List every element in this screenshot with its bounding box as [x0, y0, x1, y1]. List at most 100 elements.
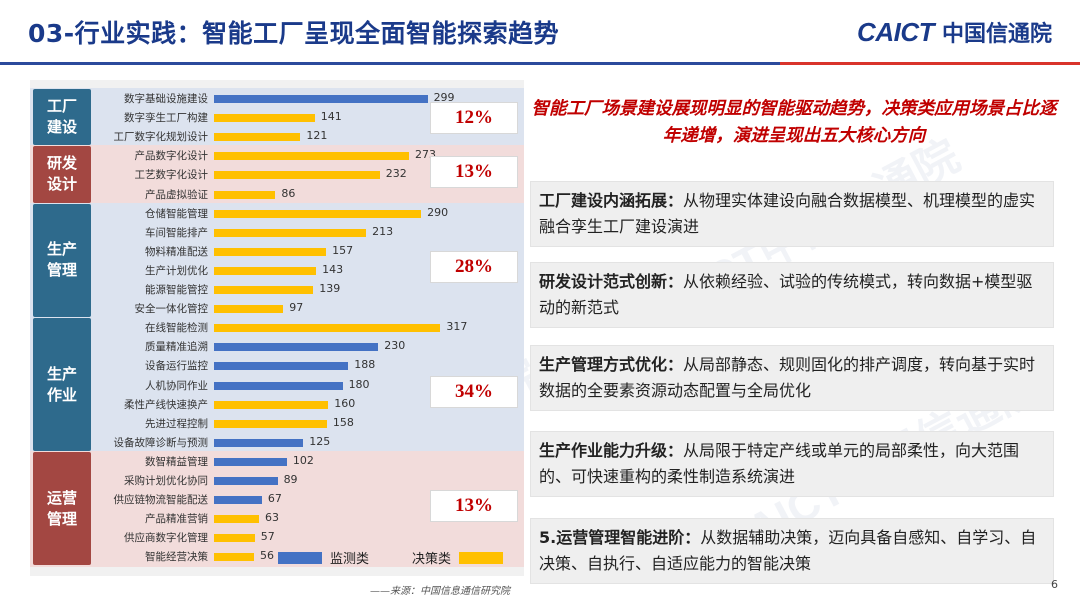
bar-value-label: 299 [433, 91, 455, 104]
category-label: 研发 设计 [33, 146, 91, 203]
bar-value-label: 57 [260, 530, 275, 544]
bar-category-label: 数字基础设施建设 [124, 93, 208, 105]
direction-heading: 5.运营管理智能进阶： [539, 528, 701, 547]
bar-value-label: 102 [292, 453, 314, 467]
bar-value-label: 143 [322, 262, 344, 276]
bar-value-label: 317 [446, 320, 468, 334]
logo-text: 中国信通院 [941, 22, 1052, 47]
legend-item: 监测类 [278, 548, 369, 567]
caict-logo: CAICT 中国信通院 [857, 16, 1052, 48]
bar [214, 209, 422, 218]
bar [214, 438, 304, 447]
direction-heading: 研发设计范式创新： [539, 272, 684, 291]
bar-value-label: 160 [334, 396, 356, 410]
bar [214, 515, 259, 524]
direction-heading: 工厂建设内涵拓展： [539, 191, 684, 210]
bar [214, 95, 428, 103]
bar [214, 114, 315, 123]
bar [214, 419, 327, 428]
bar-value-label: 139 [319, 282, 341, 295]
source-note: ——来源：中国信息通信研究院 [370, 586, 510, 597]
legend-label: 决策类 [412, 552, 452, 567]
bar [214, 362, 349, 371]
direction-heading: 生产作业能力升级： [539, 441, 684, 460]
group-share-badge: 12% [430, 102, 518, 134]
bar-value-label: 56 [260, 549, 274, 563]
bar-value-label: 232 [385, 167, 407, 181]
bar-category-label: 在线智能检测 [145, 322, 208, 335]
group-share-badge: 34% [430, 376, 518, 408]
direction-text: 从依赖经验、试验的传统模式，转向数据+模型驱动的新范式 [539, 272, 1033, 317]
bar-category-label: 设备故障诊断与预测 [113, 436, 209, 449]
header-rule-accent [780, 62, 1080, 65]
bar-value-label: 157 [332, 243, 354, 257]
bar-category-label: 车间智能排产 [145, 226, 208, 239]
bar [214, 381, 343, 390]
bar-category-label: 采购计划优化协同 [124, 475, 208, 487]
bar-category-label: 设备运行监控 [145, 360, 208, 373]
direction-card: 生产管理方式优化：从局部静态、规则固化的排产调度，转向基于实时数据的全要素资源动… [530, 345, 1054, 411]
legend-item: 决策类 [412, 548, 504, 567]
bar-value-label: 86 [281, 186, 296, 200]
bar [214, 496, 262, 505]
bar-category-label: 质量精准追溯 [145, 341, 208, 354]
direction-text: 从局限于特定产线或单元的局部柔性，向大范围的、可快速重构的柔性制造系统演进 [539, 441, 1020, 486]
bar-value-label: 67 [267, 492, 282, 506]
bar-value-label: 213 [372, 224, 394, 238]
direction-card: 生产作业能力升级：从局限于特定产线或单元的局部柔性，向大范围的、可快速重构的柔性… [530, 431, 1054, 497]
direction-heading: 生产管理方式优化： [539, 355, 684, 374]
bar-category-label: 物料精准配送 [145, 245, 208, 258]
bar [214, 286, 314, 294]
bar [214, 400, 329, 409]
bar-category-label: 产品虚拟验证 [145, 188, 208, 201]
bar-category-label: 智能经营决策 [145, 551, 208, 564]
category-label: 生产 作业 [33, 318, 91, 451]
category-label: 运营 管理 [33, 451, 91, 566]
bar [214, 305, 284, 314]
bar [214, 477, 278, 485]
bar-value-label: 125 [309, 434, 331, 448]
bar-category-label: 能源智能管控 [145, 284, 208, 296]
page-number: 6 [1051, 578, 1058, 591]
bar [214, 266, 317, 275]
bar [214, 152, 409, 161]
bar-category-label: 工厂数字化规划设计 [113, 131, 209, 144]
bar-value-label: 290 [427, 205, 449, 219]
group-share-badge: 13% [430, 490, 518, 522]
bar-category-label: 产品精准营销 [145, 513, 208, 526]
bar [214, 171, 380, 180]
bar-value-label: 141 [320, 110, 342, 124]
bar-category-label: 产品数字化设计 [134, 150, 209, 163]
bar-value-label: 188 [354, 358, 376, 372]
bar-category-label: 工艺数字化设计 [134, 169, 209, 182]
bar [214, 228, 367, 237]
bar [214, 324, 441, 333]
bar-category-label: 供应商数字化管理 [124, 532, 208, 545]
category-label: 生产 管理 [33, 203, 91, 318]
bar-category-label: 柔性产线快速换产 [124, 398, 208, 411]
direction-card: 5.运营管理智能进阶：从数据辅助决策，迈向具备自感知、自学习、自决策、自执行、自… [530, 518, 1054, 584]
bar-category-label: 生产计划优化 [145, 264, 208, 277]
header-rule [0, 62, 1080, 65]
bar-value-label: 89 [283, 473, 298, 486]
bar-category-label: 人机协同作业 [145, 379, 208, 392]
direction-text: 从数据辅助决策，迈向具备自感知、自学习、自决策、自执行、自适应能力的智能决策 [539, 528, 1037, 573]
group-share-badge: 28% [430, 251, 518, 283]
direction-text: 从局部静态、规则固化的排产调度，转向基于实时数据的全要素资源动态配置与全局优化 [539, 355, 1036, 400]
key-finding-subtitle: 智能工厂场景建设展现明显的智能驱动趋势，决策类应用场景占比逐年递增，演进呈现出五… [531, 99, 1057, 146]
logo-mark: CAICT [857, 16, 934, 47]
bar-value-label: 97 [289, 301, 304, 315]
bar [214, 457, 287, 466]
bar-value-label: 180 [348, 377, 370, 391]
bar-value-label: 63 [265, 511, 279, 525]
bar-category-label: 仓储智能管理 [145, 207, 208, 220]
bar [214, 133, 301, 142]
group-share-badge: 13% [430, 156, 518, 188]
category-label: 工厂 建设 [33, 89, 91, 146]
bar-value-label: 158 [332, 415, 354, 429]
direction-card: 工厂建设内涵拓展：从物理实体建设向融合数据模型、机理模型的虚实融合孪生工厂建设演… [530, 181, 1054, 247]
bar-category-label: 供应链物流智能配送 [113, 494, 209, 507]
bar-category-label: 数智精益管理 [145, 455, 208, 468]
page-title: 03-行业实践：智能工厂呈现全面智能探索趋势 [28, 19, 560, 48]
bar [214, 534, 255, 543]
